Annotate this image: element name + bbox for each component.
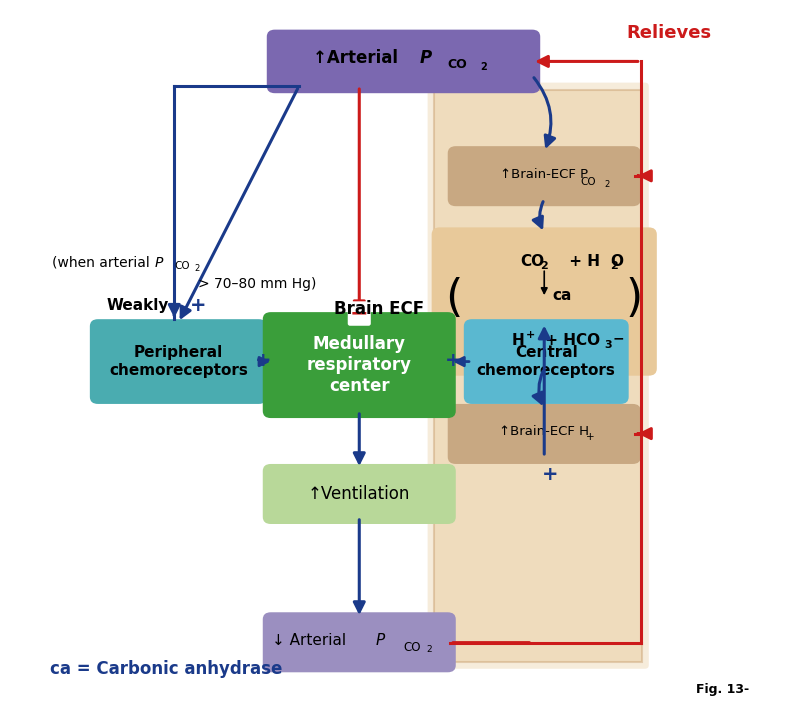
Text: 2: 2 (194, 264, 199, 273)
Text: Relieves: Relieves (626, 24, 712, 42)
Text: ↑Ventilation: ↑Ventilation (308, 485, 411, 503)
Text: +: + (541, 465, 558, 484)
Text: +: + (190, 296, 207, 315)
Text: ca: ca (552, 289, 571, 303)
Text: 2: 2 (540, 261, 548, 272)
Text: CO: CO (174, 261, 190, 272)
Text: 2: 2 (426, 645, 432, 654)
Text: 2: 2 (610, 260, 618, 271)
Text: ↑Arterial: ↑Arterial (313, 49, 404, 67)
Text: > 70–80 mm Hg): > 70–80 mm Hg) (199, 277, 317, 291)
FancyBboxPatch shape (428, 83, 649, 669)
FancyBboxPatch shape (448, 404, 641, 464)
Text: (when arterial: (when arterial (52, 256, 154, 269)
Text: +: + (445, 351, 462, 369)
Text: +: + (586, 432, 595, 442)
Text: ↑Brain-ECF H: ↑Brain-ECF H (500, 425, 589, 438)
Text: Peripheral
chemoreceptors: Peripheral chemoreceptors (109, 345, 248, 378)
FancyBboxPatch shape (90, 319, 267, 404)
FancyBboxPatch shape (448, 146, 641, 206)
Text: 2: 2 (480, 62, 487, 72)
Text: −: − (350, 303, 369, 323)
Text: ↓ Arterial: ↓ Arterial (272, 632, 351, 647)
Text: P: P (420, 49, 432, 67)
FancyBboxPatch shape (267, 30, 540, 93)
Text: 3: 3 (604, 340, 613, 350)
Text: ↑Brain-ECF P: ↑Brain-ECF P (500, 167, 588, 181)
Text: Medullary
respiratory
center: Medullary respiratory center (307, 335, 412, 395)
Text: CO: CO (521, 254, 544, 269)
Text: CO: CO (404, 641, 421, 654)
Text: CO: CO (448, 58, 467, 72)
Text: CO: CO (580, 177, 596, 187)
Text: ): ) (625, 277, 643, 320)
FancyBboxPatch shape (434, 89, 642, 661)
Text: P: P (155, 256, 163, 269)
Text: Brain ECF: Brain ECF (334, 300, 424, 318)
Text: Central
chemoreceptors: Central chemoreceptors (477, 345, 616, 378)
Text: ca = Carbonic anhydrase: ca = Carbonic anhydrase (50, 660, 282, 678)
Text: + H: + H (564, 254, 600, 269)
FancyBboxPatch shape (432, 228, 657, 376)
Text: Fig. 13-: Fig. 13- (696, 683, 750, 696)
FancyBboxPatch shape (263, 613, 456, 672)
Text: −: − (613, 331, 625, 345)
Text: O: O (610, 254, 623, 269)
Text: +: + (525, 330, 535, 340)
FancyBboxPatch shape (263, 464, 456, 524)
Text: H: H (512, 333, 524, 348)
Text: + HCO: + HCO (540, 333, 600, 348)
Text: +: + (254, 351, 271, 369)
Text: 2: 2 (604, 180, 610, 189)
Text: P: P (375, 632, 385, 647)
Text: Weakly: Weakly (107, 298, 169, 313)
FancyBboxPatch shape (263, 312, 456, 418)
FancyBboxPatch shape (464, 319, 629, 404)
Text: (: ( (445, 277, 463, 320)
